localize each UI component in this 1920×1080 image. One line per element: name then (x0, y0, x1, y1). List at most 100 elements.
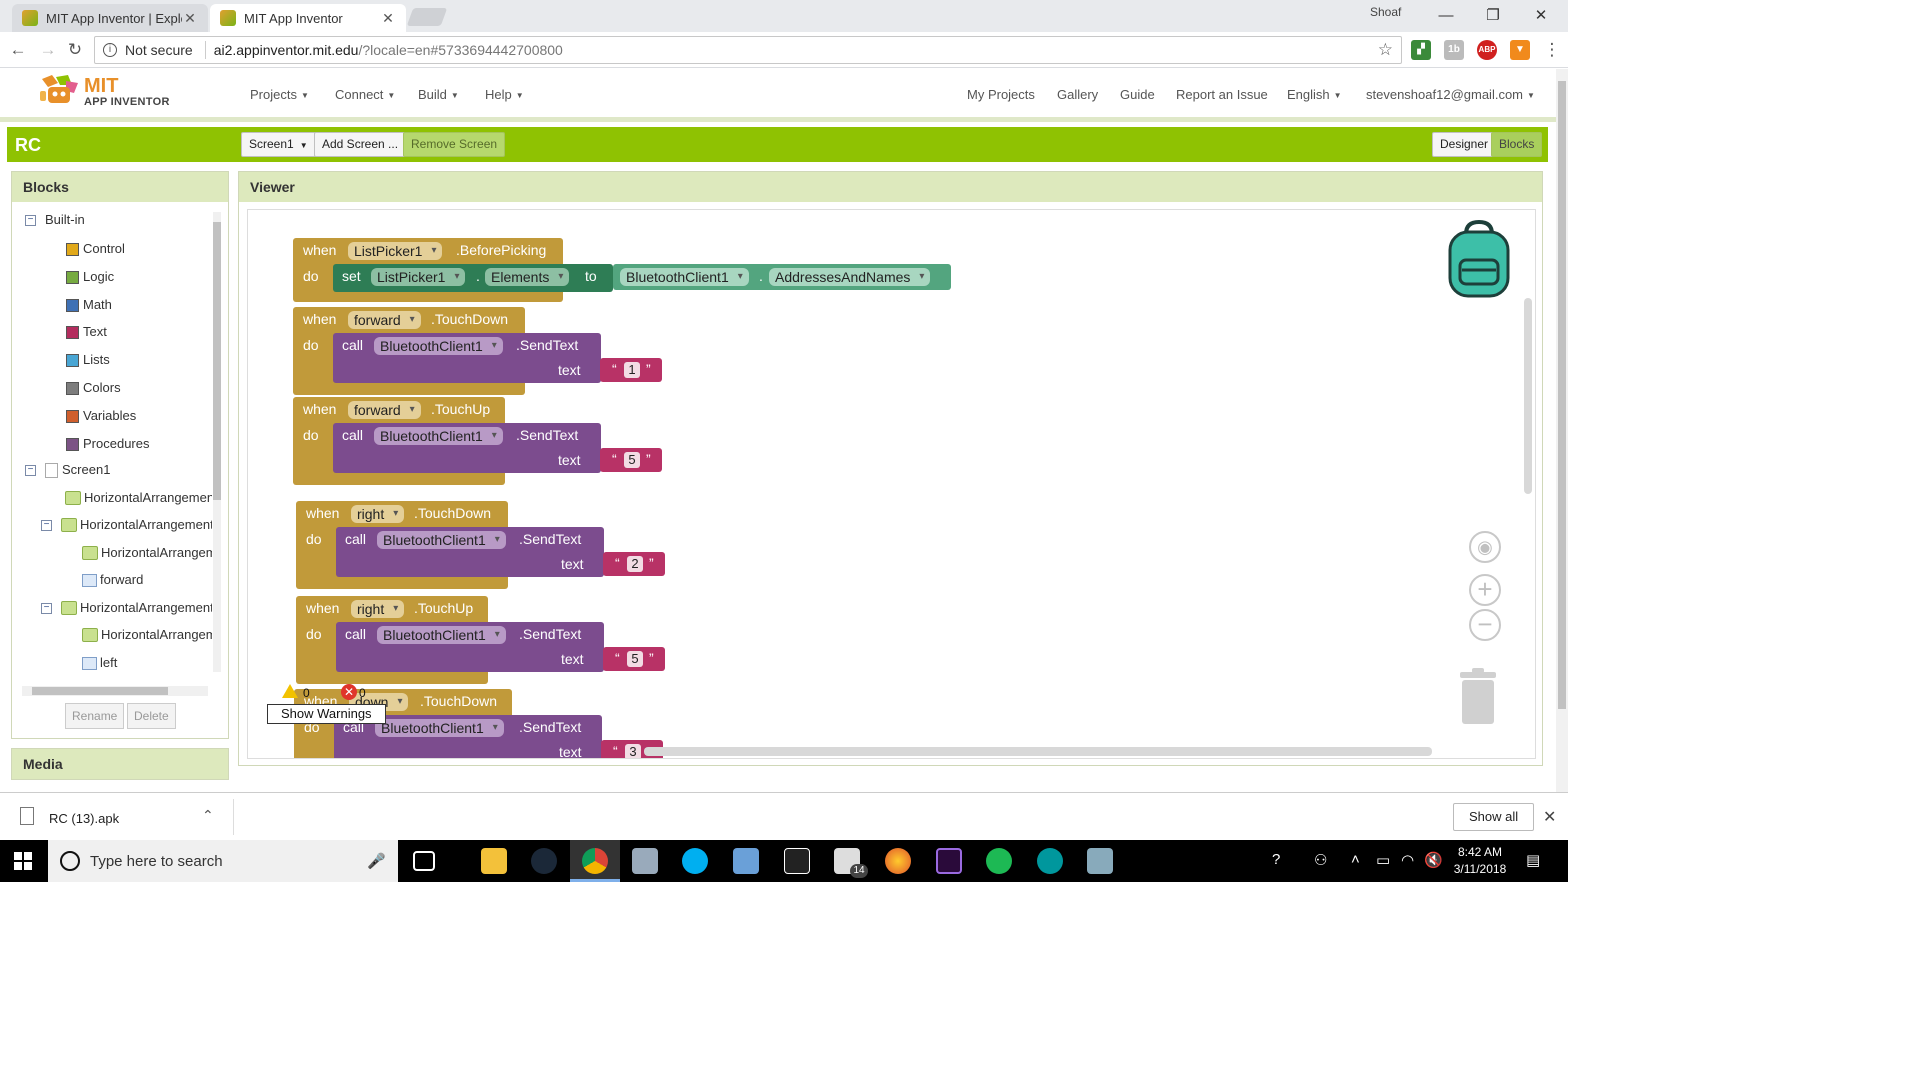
component-dropdown[interactable]: forward (348, 401, 421, 419)
browser-tab-explore[interactable]: MIT App Inventor | Explo ✕ (12, 4, 208, 32)
string-value[interactable]: 5 (627, 651, 643, 667)
collapse-icon[interactable]: − (25, 214, 36, 226)
chevron-up-icon[interactable]: ⌃ (202, 807, 214, 823)
chrome-icon[interactable] (582, 848, 608, 874)
tree-item-builtin[interactable]: − Built-in (25, 209, 85, 231)
close-icon[interactable]: ✕ (1543, 809, 1557, 826)
paint-icon[interactable] (1087, 848, 1113, 874)
menu-projects[interactable]: Projects ▼ (250, 87, 309, 102)
rename-button[interactable]: Rename (65, 703, 125, 729)
browser-tab-active[interactable]: MIT App Inventor ✕ (210, 4, 406, 32)
menu-connect[interactable]: Connect ▼ (335, 87, 395, 102)
collapse-icon[interactable]: − (41, 519, 52, 531)
component-dropdown[interactable]: right (351, 505, 405, 523)
call-sendtext-block[interactable]: call BluetoothClient1 .SendText text (334, 715, 602, 758)
premiere-icon[interactable] (936, 848, 962, 874)
task-view-icon[interactable] (413, 851, 435, 871)
file-explorer-icon[interactable] (481, 848, 507, 874)
tree-horizontal-scrollbar[interactable] (22, 686, 208, 696)
component-dropdown[interactable]: BluetoothClient1 (377, 531, 506, 549)
bluetooth-getter-block[interactable]: BluetoothClient1 . AddressesAndNames (613, 264, 951, 290)
set-property-block[interactable]: set ListPicker1 . Elements to (333, 264, 613, 292)
add-screen-button[interactable]: Add Screen ... (314, 132, 407, 157)
tree-item-variables[interactable]: Variables (66, 405, 136, 427)
taskbar-search[interactable]: Type here to search 🎤 (48, 840, 398, 882)
tree-item-screen1[interactable]: − Screen1 (25, 459, 110, 481)
windows-start-icon[interactable] (14, 852, 32, 870)
string-value[interactable]: 5 (624, 452, 640, 468)
media-player-icon[interactable] (784, 848, 810, 874)
screen-select[interactable]: Screen1 ▼ (241, 132, 316, 157)
scrollbar-thumb[interactable] (1558, 81, 1566, 709)
component-dropdown[interactable]: ListPicker1 (348, 242, 443, 260)
account-menu[interactable]: stevenshoaf12@gmail.com ▼ (1366, 87, 1535, 102)
workspace-horizontal-scrollbar[interactable] (644, 747, 1432, 756)
text-string-block[interactable]: “ 1 ” (600, 358, 662, 382)
tree-item-component[interactable]: left (82, 652, 117, 674)
info-icon[interactable]: i (103, 43, 117, 57)
tree-item-lists[interactable]: Lists (66, 349, 110, 371)
workspace-vertical-scrollbar[interactable] (1524, 298, 1532, 494)
tree-item-component[interactable]: HorizontalArrangem (82, 624, 212, 646)
string-value[interactable]: 1 (624, 362, 640, 378)
backpack-icon[interactable] (1444, 220, 1514, 300)
battery-icon[interactable]: ▭ (1376, 852, 1391, 869)
tree-item-component[interactable]: forward (82, 569, 143, 591)
delete-button[interactable]: Delete (127, 703, 176, 729)
skype-icon[interactable] (682, 848, 708, 874)
link-guide[interactable]: Guide (1120, 87, 1155, 102)
reload-icon[interactable]: ↻ (67, 40, 83, 59)
call-sendtext-block[interactable]: call BluetoothClient1 .SendText text (333, 423, 601, 473)
call-sendtext-block[interactable]: call BluetoothClient1 .SendText text (336, 527, 604, 577)
text-string-block[interactable]: “ 5 ” (600, 448, 662, 472)
new-tab-button[interactable] (406, 8, 448, 26)
language-menu[interactable]: English ▼ (1287, 87, 1342, 102)
download-filename[interactable]: RC (13).apk (49, 811, 120, 826)
link-gallery[interactable]: Gallery (1057, 87, 1099, 102)
action-center-icon[interactable]: ▤ (1526, 852, 1541, 869)
back-arrow-icon[interactable]: ← (9, 40, 27, 59)
warning-triangle-icon[interactable] (282, 684, 298, 698)
volume-muted-icon[interactable]: 🔇 (1424, 852, 1443, 869)
scrollbar-thumb[interactable] (213, 222, 221, 500)
tree-item-control[interactable]: Control (66, 238, 125, 260)
component-dropdown[interactable]: BluetoothClient1 (374, 337, 503, 355)
bookmark-star-icon[interactable]: ☆ (1377, 40, 1393, 59)
address-bar[interactable]: i Not secure ai2.appinventor.mit.edu/?lo… (94, 36, 1402, 64)
trash-can-icon[interactable] (1458, 668, 1498, 726)
extension-chart-icon[interactable]: ▞ (1411, 40, 1431, 60)
string-value[interactable]: 3 (625, 744, 641, 758)
property-dropdown[interactable]: AddressesAndNames (769, 268, 931, 286)
tree-item-component[interactable]: HorizontalArrangem (82, 542, 212, 564)
recenter-target-icon[interactable]: ◉ (1469, 531, 1501, 563)
menu-build[interactable]: Build ▼ (418, 87, 459, 102)
minimize-icon[interactable]: — (1438, 7, 1454, 24)
chevron-up-icon[interactable]: ˄ (1351, 851, 1360, 868)
show-all-button[interactable]: Show all (1453, 803, 1535, 831)
tree-item-procedures[interactable]: Procedures (66, 433, 149, 455)
scrollbar-thumb[interactable] (32, 687, 168, 695)
tree-item-component[interactable]: HorizontalArrangement (65, 487, 212, 509)
chrome-menu-icon[interactable]: ⋮ (1543, 40, 1561, 59)
property-dropdown[interactable]: Elements (485, 268, 570, 286)
call-sendtext-block[interactable]: call BluetoothClient1 .SendText text (333, 333, 601, 383)
zoom-in-icon[interactable]: + (1469, 574, 1501, 606)
component-dropdown[interactable]: BluetoothClient1 (374, 427, 503, 445)
tree-item-text[interactable]: Text (66, 321, 107, 343)
string-value[interactable]: 2 (627, 556, 643, 572)
photos-icon[interactable] (632, 848, 658, 874)
people-icon[interactable]: ⚇ (1314, 852, 1328, 869)
blocks-button[interactable]: Blocks (1491, 132, 1543, 157)
firefox-icon[interactable] (885, 848, 911, 874)
link-my-projects[interactable]: My Projects (967, 87, 1035, 102)
steam-icon[interactable] (531, 848, 557, 874)
restore-icon[interactable]: ❐ (1486, 7, 1500, 24)
error-x-icon[interactable]: ✕ (341, 684, 357, 700)
extension-fox-icon[interactable]: ▼ (1510, 40, 1530, 60)
help-icon[interactable]: ? (1272, 851, 1281, 868)
link-report-issue[interactable]: Report an Issue (1176, 87, 1268, 102)
spotify-icon[interactable] (986, 848, 1012, 874)
component-dropdown[interactable]: forward (348, 311, 421, 329)
tab-close-icon[interactable]: ✕ (184, 9, 196, 26)
component-dropdown[interactable]: BluetoothClient1 (375, 719, 504, 737)
